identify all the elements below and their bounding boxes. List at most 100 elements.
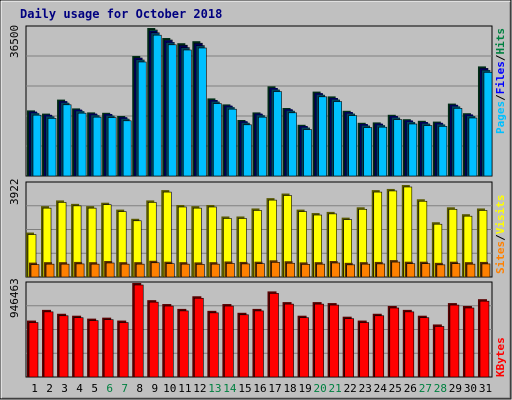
bar-pages-day-4 xyxy=(76,111,87,177)
bar-pages-day-30 xyxy=(466,116,478,177)
bar-kbytes-day-5 xyxy=(87,318,99,378)
bar-sites-day-7 xyxy=(119,262,130,278)
bar-sites-day-6 xyxy=(104,261,115,278)
x-label-day-25: 25 xyxy=(389,382,402,395)
bar-sites-day-15 xyxy=(239,261,250,278)
bar-sites-day-17 xyxy=(269,260,280,278)
bar-sites-day-5 xyxy=(89,262,100,278)
x-label-day-14: 14 xyxy=(223,382,237,395)
bar-kbytes-day-26 xyxy=(402,309,415,378)
bar-kbytes-day-1 xyxy=(27,320,39,378)
side-legend-top: Pages/Files/Hits xyxy=(494,28,507,134)
bar-pages-day-20 xyxy=(316,94,327,177)
bar-sites-day-3 xyxy=(59,262,70,278)
panel-visits-sites xyxy=(25,181,493,278)
bar-sites-day-21 xyxy=(329,261,340,278)
bar-pages-day-24 xyxy=(376,125,388,177)
bar-sites-day-2 xyxy=(44,262,55,278)
bar-pages-day-16 xyxy=(256,115,267,177)
bar-sites-day-30 xyxy=(464,262,476,278)
bar-pages-day-27 xyxy=(421,123,433,177)
x-label-day-11: 11 xyxy=(178,382,191,395)
x-axis-day-labels: 1 2 3 4 5 6 7 8 9 10 11 12 13 14 15 16 17 18 19 20 21 22 23 24 2… xyxy=(31,382,492,395)
bar-kbytes-day-3 xyxy=(57,313,69,378)
bar-kbytes-day-27 xyxy=(417,315,430,378)
side-legend-bottom: KBytes xyxy=(494,337,507,377)
x-label-day-23: 23 xyxy=(359,382,372,395)
x-label-day-17: 17 xyxy=(268,382,281,395)
bar-pages-day-1 xyxy=(31,113,42,177)
x-label-day-26: 26 xyxy=(404,382,417,395)
x-label-day-2: 2 xyxy=(46,382,53,395)
bar-kbytes-day-2 xyxy=(42,309,54,378)
x-label-day-16: 16 xyxy=(253,382,266,395)
bar-pages-day-9 xyxy=(151,33,162,177)
bar-kbytes-day-21 xyxy=(327,303,339,378)
bar-pages-day-7 xyxy=(121,118,132,177)
bar-pages-day-19 xyxy=(301,127,312,177)
x-label-day-8: 8 xyxy=(136,382,143,395)
bar-pages-day-18 xyxy=(286,110,297,177)
bar-kbytes-day-10 xyxy=(162,304,174,378)
bar-kbytes-day-11 xyxy=(177,308,189,378)
bar-sites-day-8 xyxy=(134,262,145,278)
bar-sites-day-24 xyxy=(374,261,386,278)
bar-pages-day-12 xyxy=(196,46,207,177)
bar-kbytes-day-12 xyxy=(192,296,204,378)
bar-kbytes-day-14 xyxy=(222,304,234,378)
y-max-label-top: 36500 xyxy=(8,25,21,58)
x-label-day-29: 29 xyxy=(449,382,462,395)
y-max-label-middle: 3922 xyxy=(8,179,21,206)
bar-sites-day-31 xyxy=(479,261,491,278)
bar-sites-day-14 xyxy=(224,261,235,278)
x-label-day-15: 15 xyxy=(238,382,251,395)
bar-kbytes-day-19 xyxy=(297,315,309,378)
bar-kbytes-day-24 xyxy=(372,313,385,378)
bar-pages-day-28 xyxy=(436,124,448,177)
bar-kbytes-day-16 xyxy=(252,308,264,378)
bar-sites-day-22 xyxy=(344,262,355,278)
bar-pages-day-3 xyxy=(61,102,72,177)
x-label-day-3: 3 xyxy=(61,382,68,395)
bar-sites-day-27 xyxy=(419,261,431,278)
bar-kbytes-day-4 xyxy=(72,315,84,378)
bar-sites-day-23 xyxy=(359,262,371,278)
bar-sites-day-4 xyxy=(74,261,85,278)
bar-sites-day-12 xyxy=(194,262,205,278)
bar-pages-day-26 xyxy=(406,122,418,177)
legend-hits: Hits xyxy=(494,28,507,55)
bar-sites-day-10 xyxy=(164,261,175,278)
bar-pages-day-11 xyxy=(181,48,192,177)
legend-visits: Visits xyxy=(494,195,507,235)
panel-hits-files-pages xyxy=(25,25,493,177)
bar-kbytes-day-22 xyxy=(342,316,354,378)
x-label-day-28: 28 xyxy=(434,382,447,395)
x-label-day-31: 31 xyxy=(479,382,492,395)
bar-kbytes-day-20 xyxy=(312,302,324,378)
bar-kbytes-day-9 xyxy=(147,300,159,378)
bar-kbytes-day-6 xyxy=(102,317,114,378)
x-label-day-24: 24 xyxy=(374,382,388,395)
x-label-day-19: 19 xyxy=(298,382,311,395)
bar-sites-day-13 xyxy=(209,262,220,278)
bar-kbytes-day-8 xyxy=(132,283,144,378)
bar-kbytes-day-17 xyxy=(267,291,279,378)
bar-kbytes-day-18 xyxy=(282,302,294,378)
bar-pages-day-6 xyxy=(106,115,117,177)
bar-sites-day-1 xyxy=(29,262,40,278)
bar-sites-day-25 xyxy=(389,260,401,278)
bar-sites-day-29 xyxy=(449,261,461,278)
x-label-day-6: 6 xyxy=(106,382,113,395)
bar-kbytes-day-23 xyxy=(357,320,370,378)
bar-pages-day-5 xyxy=(91,115,102,177)
legend-files: Files xyxy=(494,61,507,94)
legend-pages: Pages xyxy=(494,101,507,134)
bar-pages-day-2 xyxy=(46,116,57,177)
x-label-day-13: 13 xyxy=(208,382,221,395)
bar-sites-day-11 xyxy=(179,262,190,278)
side-legend-middle: Sites/Visits xyxy=(494,195,507,275)
x-label-day-20: 20 xyxy=(314,382,327,395)
bar-kbytes-day-13 xyxy=(207,310,219,378)
bar-pages-day-22 xyxy=(346,113,357,177)
